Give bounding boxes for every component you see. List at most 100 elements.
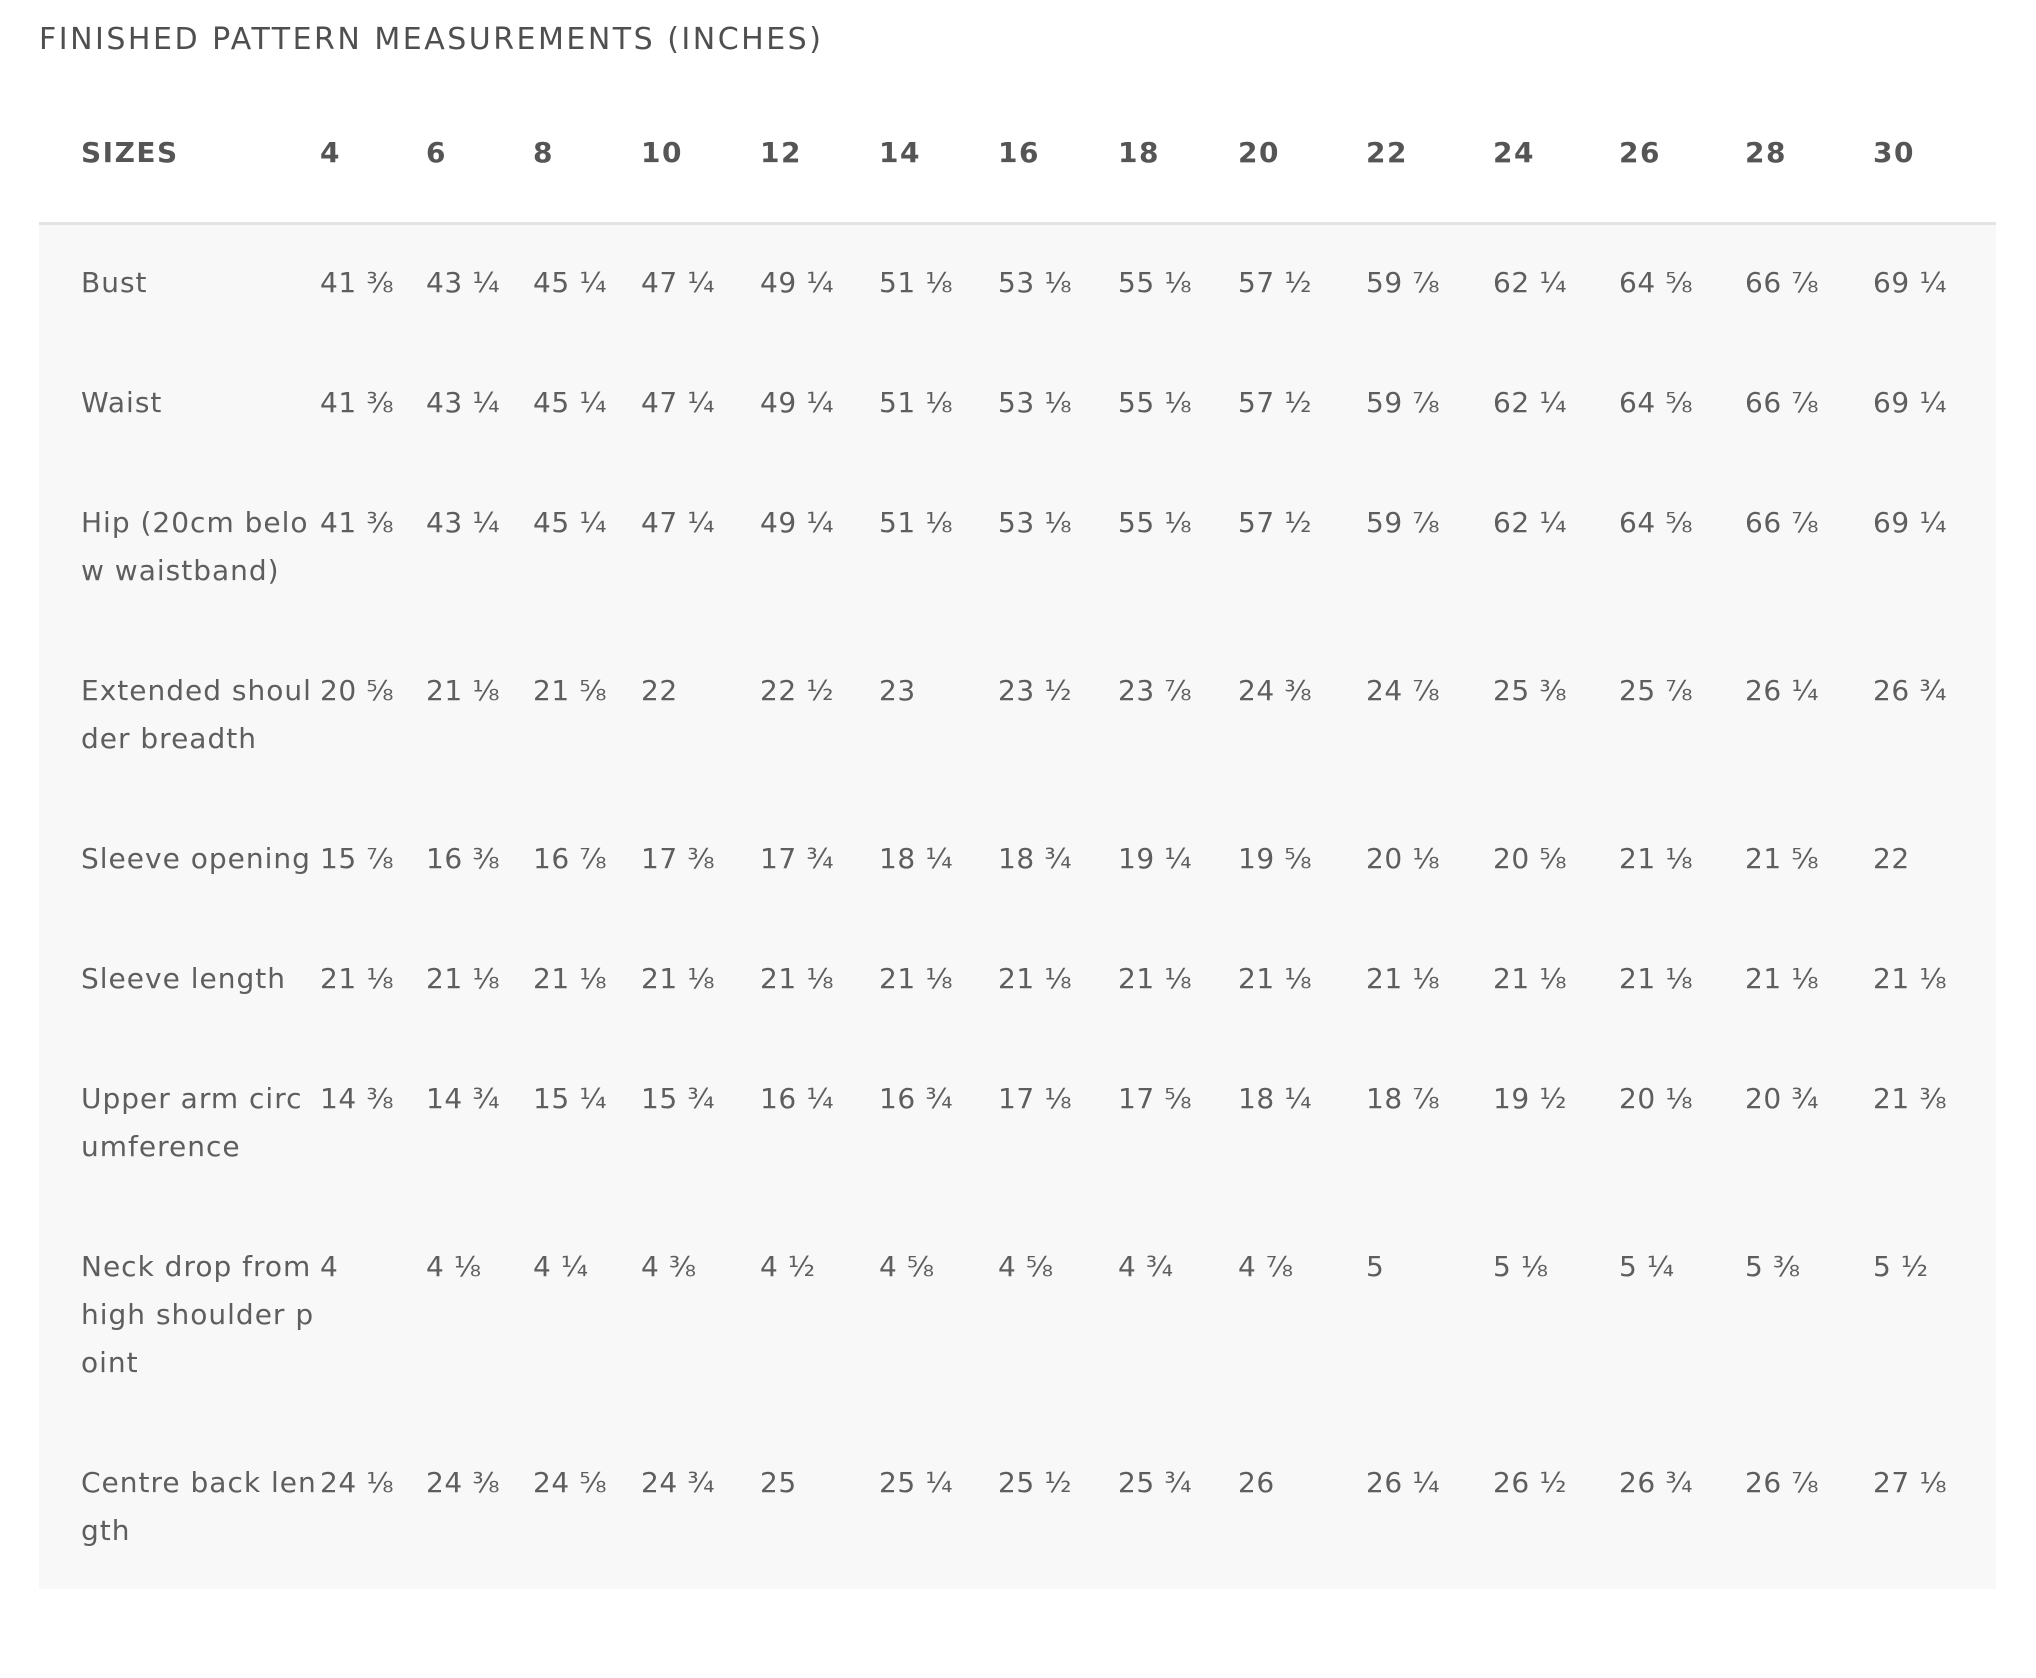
- measurement-cell: 21 ⅛: [879, 917, 998, 1037]
- size-header: 22: [1366, 88, 1493, 225]
- row-label: Neck drop from high shoulder point: [39, 1205, 320, 1421]
- measurement-cell: 57 ½: [1238, 341, 1366, 461]
- measurement-cell: 4 ⅜: [641, 1205, 760, 1421]
- measurement-cell: 53 ⅛: [998, 223, 1118, 341]
- measurement-cell: 21 ⅛: [1745, 917, 1873, 1037]
- measurement-cell: 62 ¼: [1493, 341, 1619, 461]
- row-label: Upper arm circumference: [39, 1037, 320, 1205]
- measurement-cell: 20 ⅛: [1366, 797, 1493, 917]
- measurement-cell: 69 ¼: [1873, 341, 1996, 461]
- size-header: 30: [1873, 88, 1996, 225]
- measurement-cell: 22: [641, 629, 760, 797]
- measurement-cell: 19 ¼: [1118, 797, 1238, 917]
- measurement-cell: 69 ¼: [1873, 461, 1996, 629]
- measurement-cell: 4 ⅝: [879, 1205, 998, 1421]
- measurement-cell: 24 ⅜: [426, 1421, 533, 1589]
- measurement-cell: 41 ⅜: [320, 461, 426, 629]
- measurement-cell: 26 ¾: [1619, 1421, 1745, 1589]
- measurement-cell: 53 ⅛: [998, 461, 1118, 629]
- measurement-cell: 24 ⅛: [320, 1421, 426, 1589]
- table-row: Extended shoulder breadth 20 ⅝ 21 ⅛ 21 ⅝ 22 2…: [39, 629, 1996, 797]
- measurement-cell: 59 ⅞: [1366, 461, 1493, 629]
- measurement-cell: 16 ¾: [879, 1037, 998, 1205]
- measurement-cell: 19 ⅝: [1238, 797, 1366, 917]
- measurement-cell: 47 ¼: [641, 341, 760, 461]
- measurement-cell: 15 ⅞: [320, 797, 426, 917]
- measurement-cell: 21 ⅛: [533, 917, 641, 1037]
- measurement-cell: 43 ¼: [426, 461, 533, 629]
- measurement-cell: 41 ⅜: [320, 341, 426, 461]
- header-row: SIZES 4 6 8 10 12 14 16 18 20 22 24 26 2…: [39, 88, 1996, 225]
- measurement-cell: 24 ⅜: [1238, 629, 1366, 797]
- size-header: 14: [879, 88, 998, 225]
- measurement-cell: 47 ¼: [641, 223, 760, 341]
- row-label: Sleeve length: [39, 917, 320, 1037]
- measurement-cell: 69 ¼: [1873, 223, 1996, 341]
- measurement-cell: 25: [760, 1421, 879, 1589]
- size-header: 28: [1745, 88, 1873, 225]
- measurement-cell: 21 ⅛: [426, 629, 533, 797]
- size-header: 4: [320, 88, 426, 225]
- measurement-cell: 20 ⅛: [1619, 1037, 1745, 1205]
- measurement-cell: 21 ⅛: [1619, 797, 1745, 917]
- row-label: Hip (20cm below waistband): [39, 461, 320, 629]
- measurement-cell: 21 ⅛: [760, 917, 879, 1037]
- row-label: Extended shoulder breadth: [39, 629, 320, 797]
- measurement-cell: 57 ½: [1238, 223, 1366, 341]
- measurement-cell: 21 ⅛: [641, 917, 760, 1037]
- row-label: Waist: [39, 341, 320, 461]
- measurement-cell: 24 ¾: [641, 1421, 760, 1589]
- measurement-cell: 4 ⅛: [426, 1205, 533, 1421]
- measurements-table: SIZES 4 6 8 10 12 14 16 18 20 22 24 26 2…: [39, 88, 1996, 1589]
- measurement-cell: 21 ⅜: [1873, 1037, 1996, 1205]
- measurement-cell: 4 ⅞: [1238, 1205, 1366, 1421]
- size-header: 8: [533, 88, 641, 225]
- size-header: 12: [760, 88, 879, 225]
- measurement-cell: 26 ½: [1493, 1421, 1619, 1589]
- measurements-table-container: SIZES 4 6 8 10 12 14 16 18 20 22 24 26 2…: [39, 88, 1996, 1589]
- measurement-cell: 26 ¾: [1873, 629, 1996, 797]
- measurement-cell: 22: [1873, 797, 1996, 917]
- measurement-cell: 18 ¼: [1238, 1037, 1366, 1205]
- measurement-cell: 22 ½: [760, 629, 879, 797]
- measurement-cell: 26 ¼: [1745, 629, 1873, 797]
- measurement-cell: 55 ⅛: [1118, 223, 1238, 341]
- measurement-cell: 59 ⅞: [1366, 223, 1493, 341]
- size-header: 24: [1493, 88, 1619, 225]
- measurement-cell: 25 ¼: [879, 1421, 998, 1589]
- measurement-cell: 47 ¼: [641, 461, 760, 629]
- measurement-cell: 4 ½: [760, 1205, 879, 1421]
- size-header: 6: [426, 88, 533, 225]
- measurement-cell: 4: [320, 1205, 426, 1421]
- measurement-cell: 18 ¼: [879, 797, 998, 917]
- measurement-cell: 43 ¼: [426, 223, 533, 341]
- measurement-cell: 23 ½: [998, 629, 1118, 797]
- measurement-cell: 5 ½: [1873, 1205, 1996, 1421]
- table-row: Sleeve opening 15 ⅞ 16 ⅜ 16 ⅞ 17 ⅜ 17 ¾ 18 ¼ 18…: [39, 797, 1996, 917]
- measurement-cell: 16 ⅜: [426, 797, 533, 917]
- measurement-cell: 66 ⅞: [1745, 461, 1873, 629]
- measurement-cell: 20 ⅝: [320, 629, 426, 797]
- table-row: Bust 41 ⅜ 43 ¼ 45 ¼ 47 ¼ 49 ¼ 51 ⅛ 53 ⅛ 55 ⅛ 57 ½…: [39, 223, 1996, 341]
- measurement-cell: 17 ⅝: [1118, 1037, 1238, 1205]
- measurement-cell: 5 ⅛: [1493, 1205, 1619, 1421]
- measurement-cell: 26 ⅞: [1745, 1421, 1873, 1589]
- table-body: Bust 41 ⅜ 43 ¼ 45 ¼ 47 ¼ 49 ¼ 51 ⅛ 53 ⅛ 55 ⅛ 57 ½…: [39, 223, 1996, 1589]
- measurement-cell: 49 ¼: [760, 223, 879, 341]
- measurement-cell: 21 ⅝: [1745, 797, 1873, 917]
- measurement-cell: 16 ¼: [760, 1037, 879, 1205]
- measurement-cell: 26 ¼: [1366, 1421, 1493, 1589]
- page-title: FINISHED PATTERN MEASUREMENTS (INCHES): [39, 22, 824, 57]
- measurement-cell: 51 ⅛: [879, 461, 998, 629]
- measurement-cell: 5 ⅜: [1745, 1205, 1873, 1421]
- row-label: Centre back length: [39, 1421, 320, 1589]
- measurement-cell: 45 ¼: [533, 223, 641, 341]
- measurement-cell: 21 ⅛: [1873, 917, 1996, 1037]
- measurement-cell: 62 ¼: [1493, 461, 1619, 629]
- measurement-cell: 19 ½: [1493, 1037, 1619, 1205]
- measurement-cell: 25 ⅞: [1619, 629, 1745, 797]
- measurement-cell: 43 ¼: [426, 341, 533, 461]
- measurement-cell: 20 ⅝: [1493, 797, 1619, 917]
- table-row: Centre back length 24 ⅛ 24 ⅜ 24 ⅝ 24 ¾ 25 25 ¼…: [39, 1421, 1996, 1589]
